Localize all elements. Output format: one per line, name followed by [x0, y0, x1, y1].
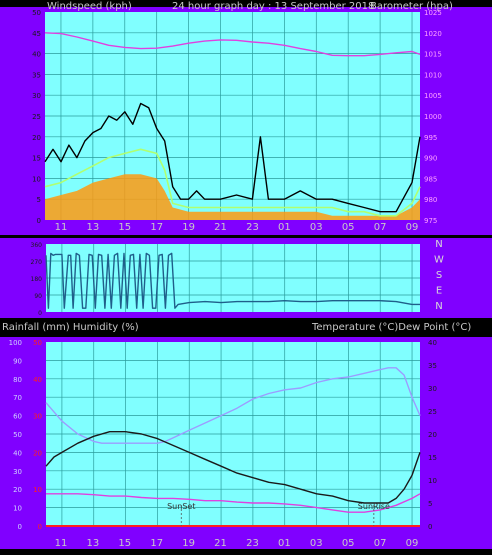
x-tick-label: 03 — [310, 222, 323, 233]
x-tick-label: 17 — [150, 538, 163, 549]
humidity-y-tick-label: 30 — [13, 468, 22, 476]
temperature-y-tick-label: 20 — [428, 431, 437, 439]
wind-y-tick-label: 5 — [37, 196, 41, 204]
temperature-y-tick-label: 15 — [428, 454, 437, 462]
humidity-y-tick-label: 10 — [13, 505, 22, 513]
wind-y-tick-label: 15 — [32, 155, 41, 163]
wind-y-tick-label: 10 — [32, 175, 41, 183]
compass-label: N — [435, 239, 442, 250]
x-tick-label: 13 — [87, 538, 100, 549]
humidity-y-tick-label: 70 — [13, 394, 22, 402]
x-tick-label: 21 — [214, 222, 227, 233]
humidity-y-tick-label: 20 — [13, 486, 22, 494]
x-tick-label: 07 — [374, 538, 387, 549]
x-tick-label: 05 — [342, 538, 355, 549]
x-tick-label: 15 — [118, 538, 131, 549]
x-tick-label: 23 — [246, 222, 259, 233]
wind-y-tick-label: 20 — [32, 134, 41, 142]
x-tick-label: 15 — [118, 222, 131, 233]
wind-y-tick-label: 40 — [32, 51, 41, 59]
barometer-y-tick-label: 1000 — [424, 113, 442, 121]
x-tick-label: 21 — [214, 538, 227, 549]
direction-y-tick-label: 0 — [38, 310, 42, 317]
barometer-y-tick-label: 1005 — [424, 92, 442, 100]
compass-label: E — [436, 286, 442, 297]
temperature-y-tick-label: 40 — [428, 339, 437, 347]
humidity-y-tick-label: 90 — [13, 357, 22, 365]
x-tick-label: 01 — [278, 222, 291, 233]
temperature-y-tick-label: 0 — [428, 523, 432, 531]
compass-label: N — [435, 301, 442, 312]
barometer-y-tick-label: 990 — [424, 155, 437, 163]
temperature-y-tick-label: 35 — [428, 362, 437, 370]
rain-humidity-axis-title: Rainfall (mm) Humidity (%) — [2, 322, 139, 333]
barometer-y-tick-label: 1025 — [424, 9, 442, 17]
direction-y-tick-label: 270 — [31, 259, 43, 266]
humidity-y-tick-label: 100 — [9, 339, 22, 347]
humidity-y-tick-label: 60 — [13, 413, 22, 421]
temperature-axis-title: Temperature (°C)Dew Point (°C) — [311, 322, 471, 333]
rain-y-tick-label: 30 — [33, 413, 42, 421]
x-tick-label: 19 — [182, 538, 195, 549]
compass-label: S — [436, 270, 442, 281]
barometer-y-tick-label: 975 — [424, 217, 437, 225]
x-tick-label: 01 — [278, 538, 291, 549]
x-tick-label: 03 — [310, 538, 323, 549]
wind-y-tick-label: 30 — [32, 92, 41, 100]
temperature-y-tick-label: 10 — [428, 477, 437, 485]
direction-y-tick-label: 360 — [31, 242, 43, 249]
wind-y-tick-label: 50 — [32, 9, 41, 17]
rain-y-tick-label: 10 — [33, 486, 42, 494]
x-tick-label: 09 — [406, 538, 419, 549]
annotation-label: SunSet — [167, 502, 195, 511]
chart-title: 24 hour graph day : 13 September 2018 — [172, 1, 374, 12]
x-tick-label: 05 — [342, 222, 355, 233]
temperature-y-tick-label: 25 — [428, 408, 437, 416]
direction-y-tick-label: 90 — [34, 293, 42, 300]
wind-y-tick-label: 25 — [32, 113, 41, 121]
x-tick-label: 19 — [182, 222, 195, 233]
humidity-y-tick-label: 50 — [13, 431, 22, 439]
compass-label: W — [434, 255, 444, 266]
annotation-label: SunRise — [358, 502, 390, 511]
rain-y-tick-label: 40 — [33, 376, 42, 384]
barometer-y-tick-label: 1020 — [424, 30, 442, 38]
wind-y-tick-label: 45 — [32, 30, 41, 38]
rain-y-tick-label: 20 — [33, 449, 42, 457]
rain-y-tick-label: 0 — [38, 523, 42, 531]
temperature-y-tick-label: 30 — [428, 385, 437, 393]
barometer-y-tick-label: 995 — [424, 134, 437, 142]
barometer-y-tick-label: 980 — [424, 196, 437, 204]
humidity-y-tick-label: 80 — [13, 376, 22, 384]
x-tick-label: 23 — [246, 538, 259, 549]
humidity-y-tick-label: 0 — [18, 523, 22, 531]
rain-y-tick-label: 50 — [33, 339, 42, 347]
x-tick-label: 09 — [406, 222, 419, 233]
direction-y-tick-label: 180 — [31, 276, 43, 283]
wind-y-tick-label: 0 — [37, 217, 41, 225]
x-tick-label: 11 — [55, 222, 68, 233]
x-tick-label: 13 — [87, 222, 100, 233]
x-tick-label: 17 — [150, 222, 163, 233]
barometer-y-tick-label: 1010 — [424, 71, 442, 79]
humidity-y-tick-label: 40 — [13, 449, 22, 457]
x-tick-label: 11 — [55, 538, 68, 549]
barometer-y-tick-label: 1015 — [424, 51, 442, 59]
temperature-y-tick-label: 5 — [428, 500, 432, 508]
x-tick-label: 07 — [374, 222, 387, 233]
wind-axis-title: Windspeed (kph) — [47, 1, 132, 12]
wind-y-tick-label: 35 — [32, 71, 41, 79]
barometer-y-tick-label: 985 — [424, 175, 437, 183]
